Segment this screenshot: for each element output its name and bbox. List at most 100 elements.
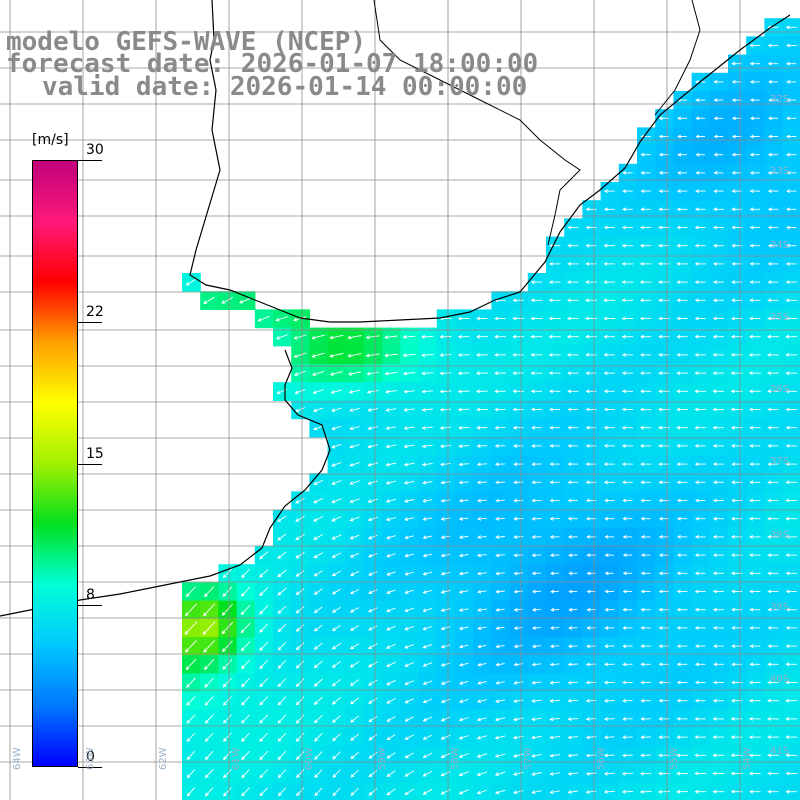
wind-arrow xyxy=(657,789,670,794)
wind-arrow xyxy=(368,571,378,576)
wind-arrow xyxy=(241,787,250,797)
wind-arrow xyxy=(349,516,360,522)
wind-arrow xyxy=(676,771,688,776)
wind-arrow xyxy=(439,444,451,449)
lat-label: 41S xyxy=(770,746,790,757)
wind-arrow xyxy=(349,625,360,631)
wind-arrow xyxy=(458,644,469,649)
wind-arrow xyxy=(604,626,615,630)
wind-arrow xyxy=(785,607,797,612)
wind-arrow xyxy=(386,752,396,759)
wind-arrow xyxy=(259,696,269,706)
wind-arrow xyxy=(549,644,560,649)
wind-arrow xyxy=(731,680,743,685)
wind-arrow xyxy=(621,353,633,357)
wind-arrow xyxy=(477,589,487,594)
wind-arrow xyxy=(621,425,633,430)
wind-arrow xyxy=(712,389,725,394)
wind-arrow xyxy=(350,769,359,778)
wind-arrow xyxy=(730,771,743,776)
wind-arrow xyxy=(749,607,761,612)
lon-label: 62W xyxy=(158,747,169,770)
wind-arrow xyxy=(457,316,470,321)
wind-arrow xyxy=(368,788,378,796)
wind-arrow xyxy=(749,298,761,303)
colorbar-unit-label: [m/s] xyxy=(32,132,69,148)
wind-arrow xyxy=(640,753,652,758)
wind-arrow xyxy=(658,407,670,412)
wind-arrow xyxy=(403,389,415,394)
wind-arrow xyxy=(222,696,232,706)
wind-arrow xyxy=(422,752,433,759)
wind-arrow xyxy=(639,316,652,321)
wind-arrow xyxy=(458,589,469,594)
wind-arrow xyxy=(332,733,341,742)
wind-arrow xyxy=(603,407,615,412)
wind-arrow xyxy=(767,134,779,139)
wind-arrow xyxy=(549,425,560,430)
inland-boundary-2-path xyxy=(654,0,701,116)
wind-arrow xyxy=(277,515,287,523)
wind-arrow xyxy=(785,498,798,503)
wind-arrow xyxy=(241,769,250,779)
wind-arrow xyxy=(694,425,706,430)
wind-arrow xyxy=(367,426,379,431)
wind-arrow xyxy=(767,589,779,594)
wind-arrow xyxy=(494,316,506,321)
wind-arrow xyxy=(293,352,307,358)
wind-arrow xyxy=(421,407,433,412)
wind-arrow xyxy=(748,717,761,721)
wind-arrow xyxy=(329,334,344,340)
wind-arrow xyxy=(785,298,797,303)
wind-arrow xyxy=(694,371,707,375)
wind-arrow xyxy=(421,426,433,430)
wind-arrow xyxy=(603,189,615,193)
wind-arrow xyxy=(368,607,378,613)
lon-label: 58W xyxy=(450,747,461,770)
wind-arrow xyxy=(185,658,197,671)
wind-arrow xyxy=(767,407,779,412)
wind-arrow xyxy=(404,517,414,522)
wind-arrow xyxy=(694,353,706,357)
wind-arrow xyxy=(585,462,597,466)
wind-arrow xyxy=(658,662,670,667)
wind-arrow xyxy=(622,680,633,685)
colorbar-tick-label: 8 xyxy=(86,587,95,603)
wind-arrow xyxy=(513,662,523,667)
wind-arrow xyxy=(694,334,706,339)
wind-arrow xyxy=(513,444,524,448)
wind-arrow xyxy=(749,789,761,794)
wind-arrow xyxy=(658,116,669,121)
wind-arrow xyxy=(785,626,797,630)
wind-arrow xyxy=(204,696,214,706)
wind-arrow xyxy=(458,571,469,576)
wind-arrow xyxy=(222,714,232,724)
wind-arrow xyxy=(440,608,451,613)
wind-arrow xyxy=(767,61,779,66)
wind-arrow xyxy=(695,134,705,139)
wind-arrow xyxy=(786,116,797,121)
wind-arrow xyxy=(403,444,415,449)
wind-arrow xyxy=(512,316,524,321)
wind-arrow xyxy=(331,516,342,522)
wind-arrow xyxy=(476,407,488,412)
wind-arrow xyxy=(403,499,415,503)
wind-arrow xyxy=(494,444,506,448)
wind-arrow xyxy=(368,770,378,778)
wind-arrow xyxy=(277,551,287,559)
wind-arrow xyxy=(513,699,524,703)
wind-arrow xyxy=(458,626,469,631)
wind-arrow xyxy=(658,498,669,503)
wind-arrow xyxy=(621,243,634,248)
wind-arrow xyxy=(567,371,579,375)
wind-arrow xyxy=(785,243,797,248)
wind-arrow xyxy=(676,389,688,394)
lat-label: 38S xyxy=(770,530,790,541)
wind-arrow xyxy=(603,462,615,466)
wind-arrow xyxy=(331,552,342,558)
wind-arrow xyxy=(621,225,633,230)
wind-arrow xyxy=(621,407,633,412)
wind-arrow xyxy=(767,717,779,721)
wind-arrow xyxy=(713,116,724,121)
wind-arrow xyxy=(712,553,724,557)
